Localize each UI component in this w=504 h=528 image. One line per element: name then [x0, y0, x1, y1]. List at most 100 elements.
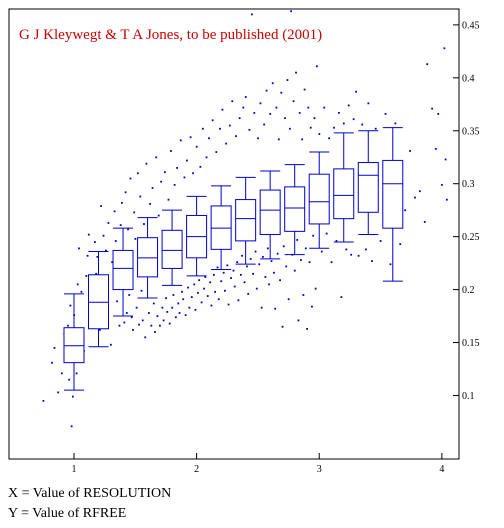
data-point-98 — [192, 172, 194, 175]
data-point-193 — [308, 261, 311, 264]
data-point-41 — [119, 224, 122, 226]
data-point-155 — [262, 255, 264, 258]
data-point-224 — [389, 263, 392, 266]
data-point-180 — [292, 100, 295, 103]
data-point-132 — [233, 285, 236, 288]
data-point-143 — [247, 293, 250, 295]
data-point-107 — [203, 287, 205, 290]
data-point-103 — [198, 279, 201, 282]
quartile-box — [235, 199, 257, 242]
data-point-160 — [268, 283, 270, 286]
data-point-120 — [219, 127, 221, 130]
quartile-box — [88, 274, 110, 330]
data-point-51 — [133, 211, 136, 214]
data-point-237 — [443, 47, 446, 50]
data-point-115 — [212, 273, 215, 276]
data-point-11 — [71, 395, 74, 398]
data-point-210 — [342, 122, 345, 125]
data-point-101 — [195, 145, 198, 148]
data-point-231 — [423, 221, 426, 223]
data-point-190 — [304, 247, 307, 250]
data-point-79 — [168, 322, 171, 325]
data-point-214 — [352, 118, 355, 121]
data-point-207 — [335, 240, 338, 242]
data-point-102 — [197, 291, 199, 294]
data-point-122 — [221, 108, 224, 111]
data-point-13 — [75, 372, 78, 375]
data-point-27 — [98, 329, 101, 331]
data-point-223 — [384, 113, 387, 115]
box-plot-2 — [112, 227, 134, 317]
data-point-124 — [224, 289, 226, 292]
y-tick-label-0: 0.1 — [462, 391, 475, 402]
data-point-78 — [167, 198, 170, 201]
data-point-68 — [155, 156, 158, 159]
data-point-238 — [444, 158, 447, 161]
data-point-9 — [69, 304, 72, 307]
data-point-55 — [138, 323, 140, 326]
data-point-140 — [243, 281, 246, 284]
data-point-61 — [145, 162, 148, 165]
data-point-25 — [95, 272, 98, 275]
data-point-211 — [345, 248, 348, 251]
plot-frame — [8, 8, 460, 460]
data-point-93 — [185, 159, 188, 162]
data-point-161 — [269, 113, 272, 115]
data-point-172 — [282, 245, 285, 248]
data-point-45 — [125, 312, 128, 314]
data-point-111 — [208, 137, 210, 140]
data-point-170 — [280, 91, 283, 94]
y-tick-label-6: 0.4 — [462, 73, 475, 84]
data-point-195 — [311, 305, 313, 308]
data-point-213 — [350, 253, 353, 256]
box-plot-11 — [333, 132, 355, 243]
data-point-4 — [60, 372, 63, 375]
data-point-144 — [248, 128, 251, 131]
data-point-173 — [284, 117, 286, 120]
data-point-136 — [238, 117, 241, 120]
data-point-72 — [160, 180, 163, 183]
data-point-94 — [187, 286, 190, 289]
y-axis-ticks: 0.1 0.15 0.2 0.25 0.3 0.35 0.4 0.45 — [453, 20, 480, 402]
data-point-106 — [201, 127, 204, 130]
x-variable-caption: X = Value of RESOLUTION — [8, 486, 172, 501]
data-point-204 — [328, 137, 331, 140]
data-point-208 — [338, 111, 340, 114]
data-point-178 — [290, 10, 293, 13]
quartile-box — [357, 162, 379, 213]
data-point-129 — [230, 277, 232, 279]
data-point-181 — [293, 269, 296, 272]
data-point-1 — [51, 361, 53, 364]
data-point-96 — [189, 136, 192, 139]
box-plot-1 — [88, 250, 110, 348]
data-point-131 — [232, 269, 235, 272]
data-point-200 — [318, 133, 321, 135]
data-point-135 — [237, 299, 240, 302]
quartile-box — [112, 249, 134, 291]
data-point-118 — [216, 266, 219, 269]
box-plot-6 — [210, 185, 232, 270]
data-point-215 — [355, 90, 357, 93]
y-tick-label-3: 0.25 — [462, 232, 480, 243]
data-point-10 — [70, 425, 73, 428]
box-plot-13 — [382, 127, 404, 282]
data-point-56 — [139, 195, 142, 198]
data-point-31 — [105, 249, 107, 252]
scatter-points — [42, 10, 448, 428]
data-point-145 — [249, 258, 252, 260]
data-point-119 — [217, 298, 220, 301]
data-point-34 — [109, 343, 112, 346]
data-point-148 — [253, 111, 256, 114]
data-point-62 — [147, 312, 150, 314]
data-point-219 — [367, 102, 370, 105]
data-point-158 — [265, 89, 268, 92]
data-point-77 — [166, 311, 169, 313]
data-point-88 — [179, 139, 182, 142]
data-point-169 — [279, 279, 281, 282]
y-tick-label-7: 0.45 — [462, 20, 480, 31]
data-point-218 — [365, 248, 367, 251]
data-point-189 — [303, 88, 306, 91]
data-point-230 — [418, 190, 421, 193]
data-point-138 — [241, 254, 243, 257]
x-tick-label-3: 4 — [439, 464, 444, 475]
